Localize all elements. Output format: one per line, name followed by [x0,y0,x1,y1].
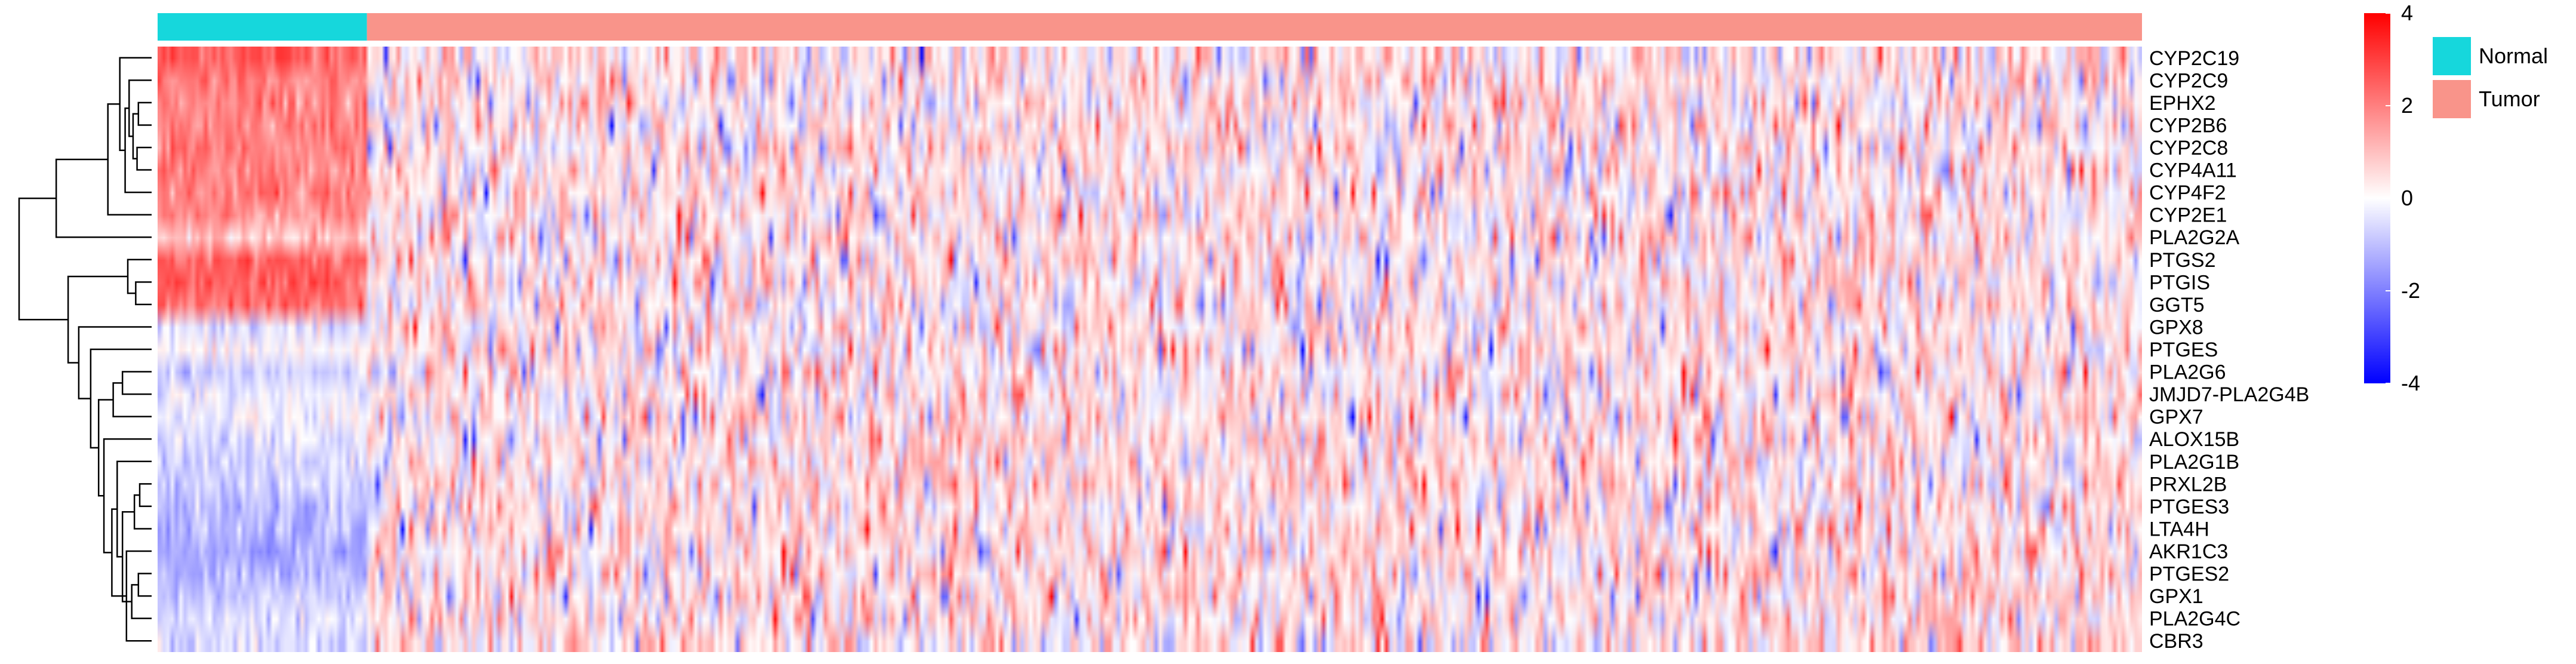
dendrogram-branch [97,399,113,497]
heatmap-matrix [158,47,2142,652]
color-scale-tick-label: 0 [2401,186,2413,210]
row-label: PLA2G2A [2149,226,2240,249]
row-label: PTGES3 [2149,496,2229,518]
row-label: ALOX15B [2149,428,2239,451]
dendrogram-branch [55,158,152,238]
row-label: CYP2E1 [2149,204,2227,227]
row-dendrogram [18,57,152,642]
color-scale-tick-label: -2 [2401,278,2420,303]
dendrogram-branch [131,584,152,619]
row-label: PTGES2 [2149,563,2229,586]
dendrogram-branch [135,281,152,306]
dendrogram-branch [133,494,152,530]
legend-label: Tumor [2479,87,2540,111]
dendrogram-branch [18,197,69,321]
legend-swatch-tumor [2433,80,2471,118]
row-label: PRXL2B [2149,473,2227,496]
row-label: GPX8 [2149,316,2203,339]
dendrogram-branch [78,326,152,399]
row-label: EPHX2 [2149,92,2216,115]
row-label: CYP2C8 [2149,137,2228,159]
dendrogram-branch [111,508,127,597]
row-label: CYP2C9 [2149,69,2228,92]
row-label: PTGIS [2149,271,2210,294]
group-bar-tumor [367,13,2143,41]
dendrogram-branch [137,573,152,597]
row-label: CBR3 [2149,630,2203,653]
dendrogram-branch [103,438,152,554]
group-annotation-bar [158,13,2143,41]
row-label: CYP2B6 [2149,114,2227,137]
heatmap-cells [158,47,2142,652]
row-labels: CYP2C19CYP2C9EPHX2CYP2B6CYP2C8CYP4A11CYP… [2149,47,2309,653]
row-label: PLA2G4C [2149,608,2240,631]
row-label: PLA2G6 [2149,361,2226,384]
color-scale-tick-label: -4 [2401,371,2420,395]
dendrogram-branch [136,146,152,171]
dendrogram-branch [121,371,152,395]
row-label: LTA4H [2149,518,2209,540]
row-label: JMJD7-PLA2G4B [2149,383,2309,406]
color-scale-legend: 4 2 0 -2 -4 [2364,1,2420,395]
group-legend: Normal Tumor [2433,37,2548,118]
row-label: CYP4A11 [2149,159,2237,182]
dendrogram-branch [127,259,152,294]
color-scale-tick-label: 2 [2401,93,2413,118]
legend-label: Normal [2479,44,2548,68]
dendrogram-branch [121,511,135,602]
row-label: CYP2C19 [2149,47,2239,70]
row-label: GPX7 [2149,406,2203,429]
row-label: PTGS2 [2149,249,2215,272]
dendrogram-branch [112,382,152,417]
row-label: AKR1C3 [2149,540,2228,563]
group-bar-normal [158,13,367,41]
dendrogram-branch [137,102,152,126]
row-label: GPX1 [2149,585,2203,608]
legend-swatch-normal [2433,37,2471,75]
dendrogram-branch [90,348,152,449]
row-label: PLA2G1B [2149,451,2239,474]
dendrogram-branch [139,483,152,508]
row-label: CYP4F2 [2149,182,2226,204]
color-scale-tick-label: 4 [2401,1,2413,25]
row-label: PTGES [2149,339,2218,361]
row-label: GGT5 [2149,294,2205,316]
